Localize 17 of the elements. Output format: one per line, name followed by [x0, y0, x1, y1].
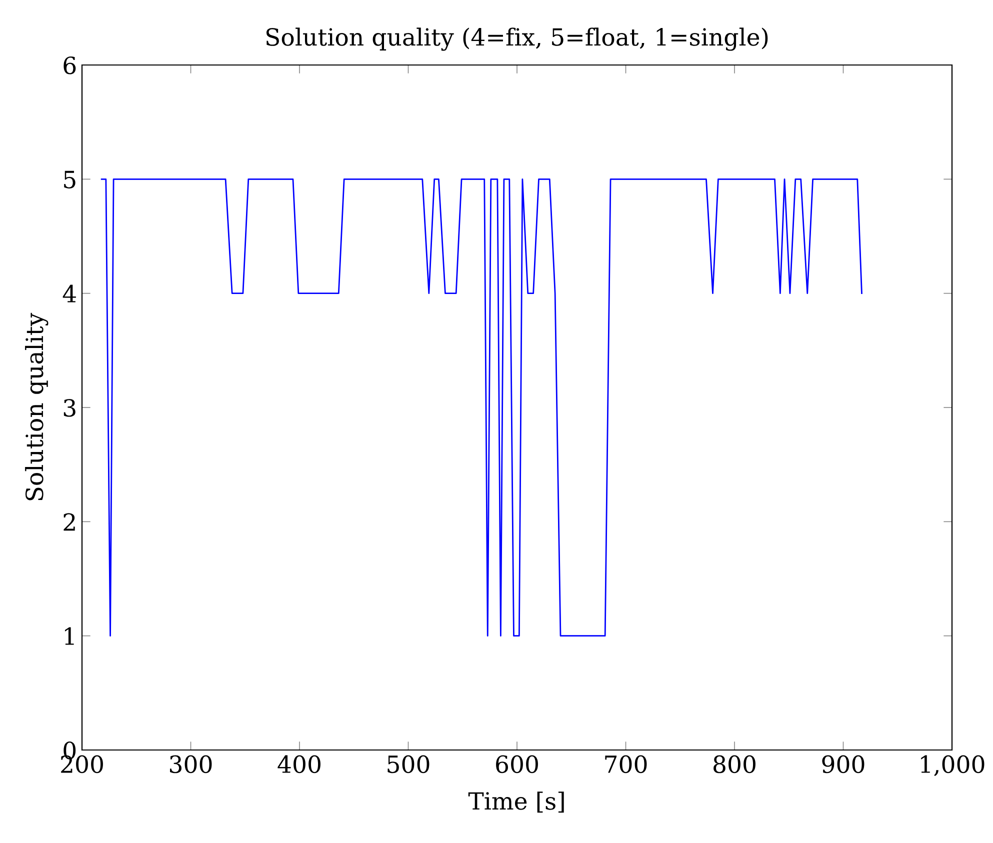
y-tick-label: 1: [65, 627, 74, 645]
y-tick-label: 6: [64, 56, 76, 74]
x-tick-label: 1,000: [921, 755, 984, 776]
x-tick-label: 300: [170, 755, 212, 774]
y-tick-label: 4: [62, 284, 76, 302]
x-tick-label: 800: [714, 755, 756, 774]
x-tick-label: 600: [496, 755, 538, 774]
y-tick-label: 3: [64, 398, 76, 417]
x-tick-label: 400: [278, 755, 320, 774]
y-tick-label: 2: [64, 513, 75, 531]
x-axis-title: Time [s]: [468, 792, 564, 813]
y-tick-label: 5: [64, 170, 76, 188]
x-tick-label: 700: [605, 755, 647, 774]
y-axis-title: Solution quality: [25, 312, 48, 500]
chart-title: Solution quality (4=fix, 5=float, 1=single): [266, 28, 768, 51]
x-tick-label: 900: [822, 755, 864, 774]
x-tick-label: 500: [388, 755, 430, 774]
